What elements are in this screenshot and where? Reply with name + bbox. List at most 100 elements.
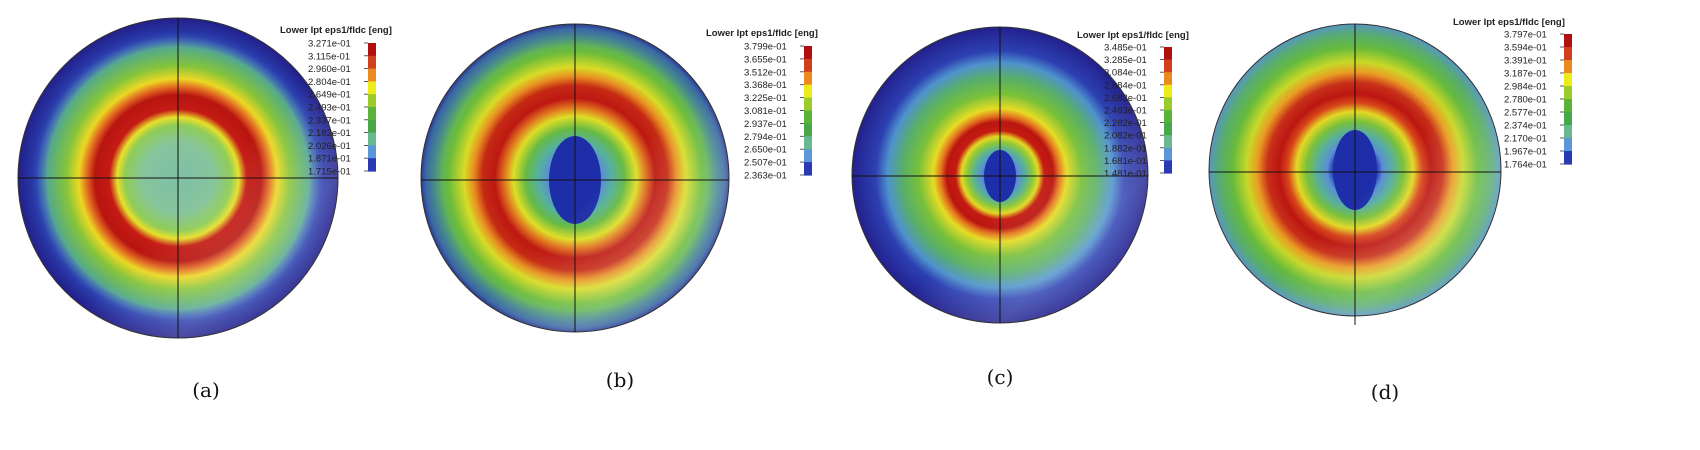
colorbar-tick-label-a-0: 3.271e-01 — [308, 39, 351, 50]
colorbar-swatch-c-4 — [1164, 97, 1172, 111]
colorbar-tick-label-c-9: 1.681e-01 — [1104, 156, 1147, 167]
colorbar-tick-label-d-9: 1.967e-01 — [1504, 147, 1547, 158]
colorbar-tick-label-c-6: 2.282e-01 — [1104, 118, 1147, 129]
colorbar-tick-label-b-5: 3.081e-01 — [744, 106, 787, 117]
colorbar-swatch-b-5 — [804, 110, 812, 124]
colorbar-swatch-a-1 — [368, 55, 376, 70]
colorbar-swatch-d-8 — [1564, 138, 1572, 152]
colorbar-tick-label-b-0: 3.799e-01 — [744, 42, 787, 53]
colorbar-tick-label-c-5: 2.483e-01 — [1104, 106, 1147, 117]
colorbar-tick-label-b-2: 3.512e-01 — [744, 67, 787, 78]
colorbar-swatch-b-7 — [804, 136, 812, 150]
panel-b: Lower Ipt eps1/fldc [eng] 3.799e-013.655… — [420, 23, 818, 392]
contour-disk-c — [851, 26, 1149, 324]
panel-c: Lower Ipt eps1/fldc [eng] 3.485e-013.285… — [851, 26, 1189, 389]
colorbar-swatch-b-6 — [804, 123, 812, 137]
colorbar-tick-label-a-5: 2.493e-01 — [308, 103, 351, 114]
colorbar-tick-label-a-4: 2.649e-01 — [308, 90, 351, 101]
colorbar-tick-label-c-0: 3.485e-01 — [1104, 43, 1147, 54]
colorbar-tick-label-d-8: 2.170e-01 — [1504, 134, 1547, 145]
colorbar-swatch-a-8 — [368, 145, 376, 159]
colorbar-tick-label-a-3: 2.804e-01 — [308, 77, 351, 88]
caption-a: (a) — [192, 378, 220, 402]
colorbar-swatch-c-2 — [1164, 72, 1172, 86]
legend-d: Lower Ipt eps1/fldc [eng] 3.797e-01 3.594… — [1453, 17, 1572, 171]
colorbar-tick-label-b-1: 3.655e-01 — [744, 54, 787, 65]
colorbar-tick-label-b-4: 3.225e-01 — [744, 93, 787, 104]
colorbar-tick-label-b-3: 3.368e-01 — [744, 80, 787, 91]
colorbar-swatch-a-3 — [368, 81, 376, 95]
legend-title-b: Lower Ipt eps1/fldc [eng] — [706, 28, 818, 39]
colorbar-swatch-c-7 — [1164, 135, 1172, 149]
caption-c: (c) — [987, 365, 1014, 389]
colorbar-tick-label-d-2: 3.391e-01 — [1504, 56, 1547, 67]
colorbar-swatch-c-9 — [1164, 160, 1172, 174]
colorbar-swatch-d-9 — [1564, 151, 1572, 165]
legend-title-a: Lower Ipt eps1/fldc [eng] — [280, 25, 392, 36]
colorbar-swatch-d-1 — [1564, 47, 1572, 61]
colorbar-swatch-a-2 — [368, 68, 376, 82]
colorbar-swatch-b-4 — [804, 97, 812, 112]
colorbar-tick-label-d-6: 2.577e-01 — [1504, 108, 1547, 119]
contour-disk-d — [1208, 23, 1502, 325]
colorbar-swatch-d-6 — [1564, 112, 1572, 126]
legend-title-c: Lower Ipt eps1/fldc [eng] — [1077, 30, 1189, 41]
colorbar-tick-label-d-4: 2.984e-01 — [1504, 82, 1547, 93]
colorbar-swatch-d-0 — [1564, 34, 1572, 48]
colorbar-swatch-c-6 — [1164, 122, 1172, 136]
colorbar-swatch-b-2 — [804, 71, 812, 86]
legend-a: Lower Ipt eps1/fldc [eng] 3.271e-013.115… — [280, 25, 392, 178]
colorbar-swatch-a-7 — [368, 132, 376, 146]
colorbar-swatch-d-2 — [1564, 60, 1572, 74]
colorbar-tick-label-b-8: 2.650e-01 — [744, 145, 787, 156]
colorbar-tick-label-b-6: 2.937e-01 — [744, 119, 787, 130]
colorbar-swatch-b-3 — [804, 84, 812, 99]
colorbar-tick-label-c-7: 2.082e-01 — [1104, 131, 1147, 142]
colorbar-swatch-d-5 — [1564, 99, 1572, 113]
colorbar-tick-label-c-3: 2.884e-01 — [1104, 80, 1147, 91]
caption-d: (d) — [1371, 380, 1399, 404]
colorbar-tick-label-a-1: 3.115e-01 — [308, 51, 350, 62]
colorbar-swatch-b-0 — [804, 46, 812, 60]
colorbar-tick-label-c-4: 2.683e-01 — [1104, 93, 1147, 104]
colorbar-swatch-b-9 — [804, 162, 812, 176]
caption-b: (b) — [606, 368, 634, 392]
colorbar-tick-label-d-1: 3.594e-01 — [1504, 43, 1547, 54]
colorbar-tick-label-a-10: 1.715e-01 — [308, 167, 351, 178]
colorbar-swatch-a-4 — [368, 94, 376, 108]
colorbar-swatch-c-1 — [1164, 59, 1172, 73]
colorbar-swatch-a-0 — [368, 43, 376, 57]
colorbar-tick-label-a-7: 2.182e-01 — [308, 128, 351, 139]
colorbar-b: 3.799e-013.655e-01 3.512e-01 3.368e-01 3.22… — [744, 42, 812, 182]
colorbar-tick-label-c-10: 1.481e-01 — [1104, 169, 1147, 180]
colorbar-c: 3.485e-013.285e-01 3.084e-012.884e-01 2.68… — [1104, 43, 1172, 180]
colorbar-swatch-d-4 — [1564, 86, 1572, 100]
colorbar-tick-label-d-3: 3.187e-01 — [1504, 69, 1547, 80]
panel-a: Lower Ipt eps1/fldc [eng] 3.271e-013.115… — [17, 17, 392, 402]
colorbar-tick-label-b-10: 2.363e-01 — [744, 171, 787, 182]
colorbar-swatch-d-7 — [1564, 125, 1572, 139]
colorbar-swatch-a-6 — [368, 119, 376, 134]
colorbar-swatch-b-1 — [804, 58, 812, 73]
colorbar-tick-label-a-9: 1.871e-01 — [308, 154, 351, 165]
colorbar-swatch-c-8 — [1164, 147, 1172, 161]
colorbar-swatch-c-5 — [1164, 110, 1172, 124]
colorbar-swatch-d-3 — [1564, 73, 1572, 87]
legend-b: Lower Ipt eps1/fldc [eng] 3.799e-013.655… — [706, 28, 818, 182]
panel-d: Lower Ipt eps1/fldc [eng] 3.797e-01 3.594… — [1208, 17, 1572, 404]
colorbar-tick-label-a-2: 2.960e-01 — [308, 64, 351, 75]
colorbar-swatch-a-9 — [368, 158, 376, 172]
legend-title-d: Lower Ipt eps1/fldc [eng] — [1453, 17, 1565, 28]
colorbar-tick-label-c-1: 3.285e-01 — [1104, 55, 1147, 66]
colorbar-tick-label-a-8: 2.026e-01 — [308, 141, 351, 152]
colorbar-tick-label-d-7: 2.374e-01 — [1504, 121, 1547, 132]
contour-disk-a — [17, 17, 339, 339]
colorbar-tick-label-d-0: 3.797e-01 — [1504, 30, 1547, 41]
colorbar-tick-label-c-2: 3.084e-01 — [1104, 68, 1147, 79]
colorbar-tick-label-d-10: 1.764e-01 — [1504, 160, 1547, 171]
colorbar-tick-label-a-6: 2.337e-01 — [308, 115, 351, 126]
colorbar-tick-label-b-7: 2.794e-01 — [744, 132, 787, 143]
colorbar-d: 3.797e-01 3.594e-01 3.391e-01 3.187e-01 2.98… — [1504, 30, 1572, 171]
colorbar-swatch-c-3 — [1164, 84, 1172, 98]
